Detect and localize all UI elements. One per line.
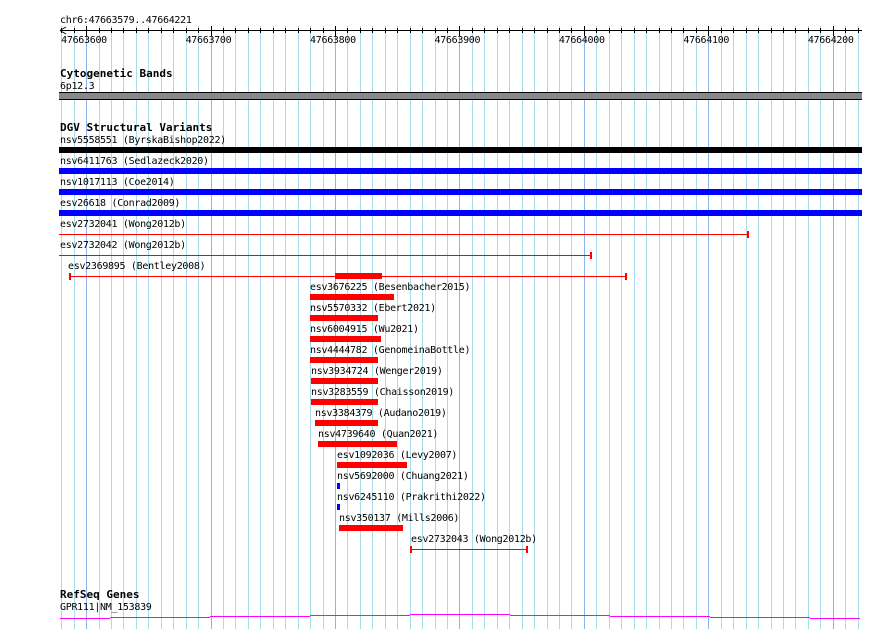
variant-label: nsv4444782 (GenomeinaBottle) xyxy=(310,345,471,356)
variant-label: nsv5692000 (Chuang2021) xyxy=(337,471,469,482)
variant-end-cap xyxy=(747,231,749,238)
variant-end-cap xyxy=(526,546,528,553)
location-label: chr6:47663579..47664221 xyxy=(60,15,192,26)
variant-line[interactable] xyxy=(411,549,527,550)
ruler-label: 47663700 xyxy=(185,35,232,46)
cytoband-bar[interactable] xyxy=(59,92,862,100)
variant-label: nsv3283559 (Chaisson2019) xyxy=(311,387,455,398)
track-title-refseq: RefSeq Genes xyxy=(60,588,140,601)
track-title-cytogenetic: Cytogenetic Bands xyxy=(60,67,173,80)
variant-bar[interactable] xyxy=(310,336,381,342)
variant-label: nsv6004915 (Wu2021) xyxy=(310,324,419,335)
variant-bar[interactable] xyxy=(315,420,378,426)
variant-end-cap xyxy=(69,273,71,280)
variant-bar[interactable] xyxy=(310,294,394,300)
variant-label: esv1092036 (Levy2007) xyxy=(337,450,458,461)
variant-bar[interactable] xyxy=(311,399,378,405)
variant-bar[interactable] xyxy=(59,168,862,174)
variant-bar[interactable] xyxy=(59,147,862,153)
track-title-dgv: DGV Structural Variants xyxy=(60,121,213,134)
ruler-label: 47664100 xyxy=(683,35,730,46)
ruler-label: 47663900 xyxy=(434,35,481,46)
variant-bar[interactable] xyxy=(310,357,378,363)
variant-label: nsv6245110 (Prakrithi2022) xyxy=(337,492,486,503)
variant-label: esv2369895 (Bentley2008) xyxy=(68,261,206,272)
variant-bar[interactable] xyxy=(59,210,862,216)
band-label: 6p12.3 xyxy=(60,81,95,92)
variant-bar[interactable] xyxy=(311,378,378,384)
ruler-label: 47663600 xyxy=(61,35,107,46)
variant-label: nsv6411763 (Sedlazeck2020) xyxy=(60,156,209,167)
variant-label: nsv3934724 (Wenger2019) xyxy=(311,366,443,377)
variant-label: nsv4739640 (Quan2021) xyxy=(318,429,439,440)
variant-end-cap xyxy=(590,252,592,259)
variant-bar[interactable] xyxy=(59,189,862,195)
ruler-label: 47664200 xyxy=(807,35,854,46)
variant-label: nsv5570332 (Ebert2021) xyxy=(310,303,436,314)
variant-label: nsv1017113 (Coe2014) xyxy=(60,177,175,188)
variant-bar[interactable] xyxy=(337,483,340,489)
variant-bar[interactable] xyxy=(310,315,378,321)
variant-label: esv26618 (Conrad2009) xyxy=(60,198,181,209)
variant-label: esv3676225 (Besenbacher2015) xyxy=(310,282,471,293)
variant-bar[interactable] xyxy=(339,525,403,531)
variant-core-bar[interactable] xyxy=(335,273,382,279)
variant-label: esv2732041 (Wong2012b) xyxy=(60,219,186,230)
variant-bar[interactable] xyxy=(337,462,407,468)
left-arrow-icon[interactable] xyxy=(59,26,67,35)
variant-bar[interactable] xyxy=(318,441,397,447)
variant-end-cap xyxy=(410,546,412,553)
ruler-label: 47663800 xyxy=(310,35,356,46)
variant-label: nsv350137 (Mills2006) xyxy=(339,513,460,524)
variant-line[interactable] xyxy=(59,234,748,235)
variant-label: esv2732043 (Wong2012b) xyxy=(411,534,537,545)
variant-label: esv2732042 (Wong2012b) xyxy=(60,240,186,251)
ruler-label: 47664000 xyxy=(558,35,605,46)
variant-bar[interactable] xyxy=(337,504,340,510)
variant-label: nsv3384379 (Audano2019) xyxy=(315,408,447,419)
variant-label: nsv5558551 (ByrskaBishop2022) xyxy=(60,135,226,146)
gene-label: GPR111|NM_153839 xyxy=(60,602,152,613)
variant-end-cap xyxy=(625,273,627,280)
variant-line[interactable] xyxy=(59,255,591,256)
